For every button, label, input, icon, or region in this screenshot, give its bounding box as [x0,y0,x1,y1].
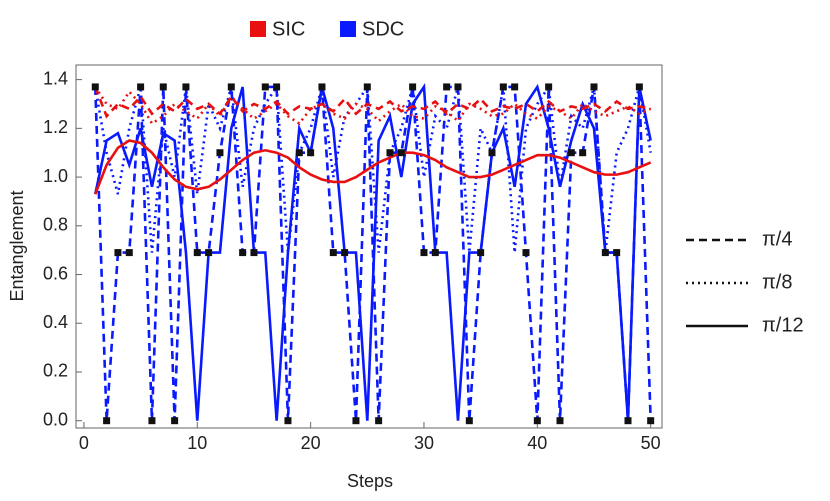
point-marker [103,417,111,425]
point-marker [295,149,303,157]
point-marker [329,249,337,257]
point-marker [522,249,530,257]
x-tick-label: 20 [301,433,321,453]
x-tick-label: 0 [79,433,89,453]
point-marker [409,83,417,91]
y-tick-label: 0.4 [43,312,68,332]
point-marker [318,83,326,91]
point-marker [239,249,247,257]
legend-swatch [340,21,356,37]
x-tick-label: 40 [527,433,547,453]
series-line [94,86,651,119]
point-marker [488,149,496,157]
style-legend-label: π/12 [762,314,804,336]
y-axis-label: Entanglement [7,190,27,301]
point-marker [454,83,462,91]
point-marker [352,417,360,425]
point-marker [647,417,655,425]
y-tick-label: 0.6 [43,263,68,283]
plot-frame [75,64,663,429]
point-marker [363,83,371,91]
point-marker [511,83,519,91]
point-marker [250,249,258,257]
point-marker [601,249,609,257]
series-line [94,139,652,195]
x-tick-label: 50 [641,433,661,453]
point-marker [137,83,145,91]
point-marker [397,149,405,157]
point-marker [613,249,621,257]
point-marker [386,149,394,157]
point-marker [533,417,541,425]
y-tick-label: 0.0 [43,409,68,429]
point-marker [420,249,428,257]
point-marker [216,149,224,157]
y-tick-label: 0.2 [43,361,68,381]
point-marker [431,249,439,257]
series-line [94,86,652,126]
point-marker [567,149,575,157]
y-tick-label: 0.8 [43,215,68,235]
point-marker [341,249,349,257]
point-marker [579,149,587,157]
point-marker [91,83,99,91]
x-tick-label: 30 [414,433,434,453]
point-marker [273,83,281,91]
series-line [93,83,652,421]
point-marker [148,417,156,425]
point-marker [375,417,383,425]
y-tick-label: 1.0 [43,166,68,186]
point-marker [227,83,235,91]
style-legend-label: π/4 [762,228,792,250]
legend-swatch [250,21,266,37]
point-marker [261,83,269,91]
style-legend-label: π/8 [762,271,792,293]
point-marker [159,83,167,91]
point-marker [499,83,507,91]
x-axis-label: Steps [347,471,393,491]
point-marker [284,417,292,425]
point-marker [205,249,213,257]
point-marker [193,249,201,257]
point-marker [624,417,632,425]
point-marker [443,83,451,91]
point-marker [465,417,473,425]
x-tick-label: 10 [187,433,207,453]
legend-label: SDC [362,18,404,40]
point-marker [545,83,553,91]
point-marker [182,83,190,91]
y-tick-label: 1.2 [43,117,68,137]
point-marker [114,249,122,257]
y-tick-label: 1.4 [43,68,68,88]
point-marker [477,249,485,257]
point-marker [635,83,643,91]
point-marker [590,83,598,91]
legend-label: SIC [272,18,305,40]
point-marker [125,249,133,257]
point-marker [556,417,564,425]
point-marker [171,417,179,425]
point-marker [307,149,315,157]
